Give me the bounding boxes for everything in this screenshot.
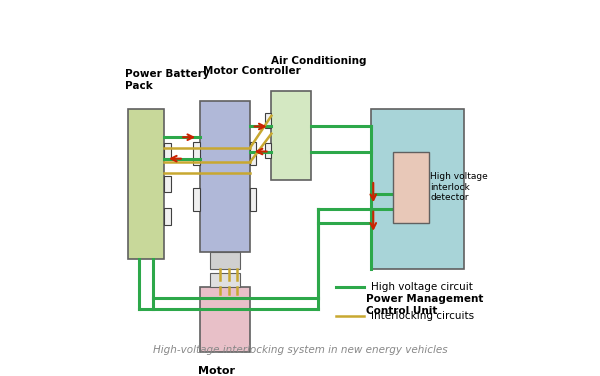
Bar	[393, 152, 428, 223]
Bar	[200, 287, 250, 352]
Bar	[271, 91, 311, 180]
Bar	[265, 143, 271, 158]
Bar	[164, 208, 170, 224]
Bar	[371, 109, 464, 270]
Text: High voltage
interlock
detector: High voltage interlock detector	[430, 172, 488, 202]
Bar	[210, 273, 240, 287]
Bar	[200, 102, 250, 252]
Bar	[250, 188, 256, 211]
Text: Power Battery
Pack: Power Battery Pack	[125, 69, 209, 91]
Text: Air Conditioning: Air Conditioning	[271, 56, 367, 66]
Text: High-voltage interlocking system in new energy vehicles: High-voltage interlocking system in new …	[152, 345, 448, 355]
Bar	[265, 113, 271, 128]
Bar	[164, 143, 170, 159]
Bar	[250, 142, 256, 165]
Bar	[128, 109, 164, 259]
Text: Power Management
Control Unit: Power Management Control Unit	[366, 294, 484, 316]
Bar	[193, 188, 200, 211]
Bar	[210, 252, 240, 270]
Text: Motor Controller: Motor Controller	[203, 67, 301, 76]
Bar	[164, 176, 170, 192]
Text: Interlocking circuits: Interlocking circuits	[371, 311, 475, 321]
Text: Motor: Motor	[197, 366, 235, 376]
Text: High voltage circuit: High voltage circuit	[371, 282, 473, 292]
Bar	[193, 142, 200, 165]
